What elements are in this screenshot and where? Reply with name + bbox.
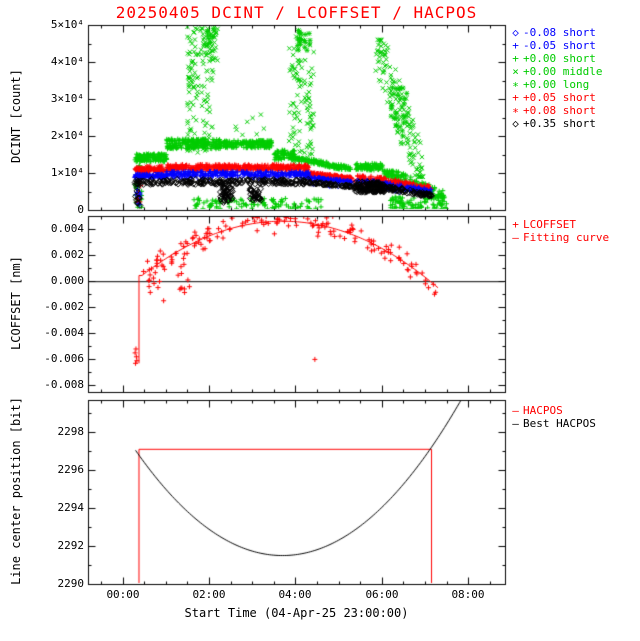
y-tick-label: 2292 [57,539,85,552]
legend-label: +0.00 short [523,51,596,65]
y-tick-label: 0 [77,203,84,216]
plot-title: 20250405 DCINT / LCOFFSET / HACPOS [115,3,478,22]
y-tick-label: -0.008 [44,378,84,391]
legend-item: + +0.00 short [508,52,596,65]
legend-label: HACPOS [523,403,563,417]
legend-item: + +0.05 short [508,91,596,104]
diamond-marker-icon: ◇ [512,116,519,130]
asterisk-marker-icon: ∗ [512,103,519,117]
y-tick-label: 2298 [57,425,85,438]
plus-marker-icon: + [512,217,519,231]
y-tick-label: 0.002 [50,248,84,261]
cross-marker-icon: × [512,64,519,78]
legend-item: + LCOFFSET [508,218,576,231]
x-tick-label: 08:00 [451,588,485,601]
legend-label: +0.00 long [523,77,590,91]
y-tick-label: 2290 [57,577,85,590]
legend-item: — Best HACPOS [508,417,596,430]
legend-label: -0.05 short [523,38,596,52]
plus-marker-icon: + [512,38,519,52]
x-tick-label: 02:00 [192,588,226,601]
y-tick-label: 2294 [57,501,85,514]
legend-label: +0.35 short [523,116,596,130]
x-tick-label: 00:00 [106,588,140,601]
y-tick-label: 3×10⁴ [50,92,84,105]
y-tick-label: 4×10⁴ [50,55,84,68]
line-marker-icon: — [512,403,519,417]
y-tick-label: -0.002 [44,300,84,313]
diamond-marker-icon: ◇ [512,25,519,39]
legend-item: ◇ +0.35 short [508,117,596,130]
legend-label: -0.08 short [523,25,596,39]
y-tick-label: -0.004 [44,326,84,339]
legend-label: Fitting curve [523,230,610,244]
legend-item: ∗ +0.00 long [508,78,589,91]
y-tick-label: 0.004 [50,222,84,235]
legend-label: Best HACPOS [523,416,596,430]
y-tick-label: 0.000 [50,274,84,287]
legend-label: +0.00 middle [523,64,603,78]
legend-item: × +0.00 middle [508,65,602,78]
y-tick-label: 2296 [57,463,85,476]
y-tick-label: -0.006 [44,352,84,365]
x-tick-label: 04:00 [278,588,312,601]
legend-label: +0.05 short [523,90,596,104]
x-tick-label: 06:00 [365,588,399,601]
y-tick-label: 5×10⁴ [50,18,84,31]
legend-item: — HACPOS [508,404,563,417]
line-marker-icon: — [512,416,519,430]
y-tick-label: 2×10⁴ [50,129,84,142]
legend-item: — Fitting curve [508,231,609,244]
legend-label: LCOFFSET [523,217,576,231]
legend-item: ∗ +0.08 short [508,104,596,117]
line-marker-icon: — [512,230,519,244]
legend-item: + -0.05 short [508,39,596,52]
plus-marker-icon: + [512,90,519,104]
asterisk-marker-icon: ∗ [512,77,519,91]
legend-item: ◇ -0.08 short [508,26,596,39]
plus-marker-icon: + [512,51,519,65]
y-tick-label: 1×10⁴ [50,166,84,179]
x-axis-title: Start Time (04-Apr-25 23:00:00) [184,606,409,620]
legend-label: +0.08 short [523,103,596,117]
